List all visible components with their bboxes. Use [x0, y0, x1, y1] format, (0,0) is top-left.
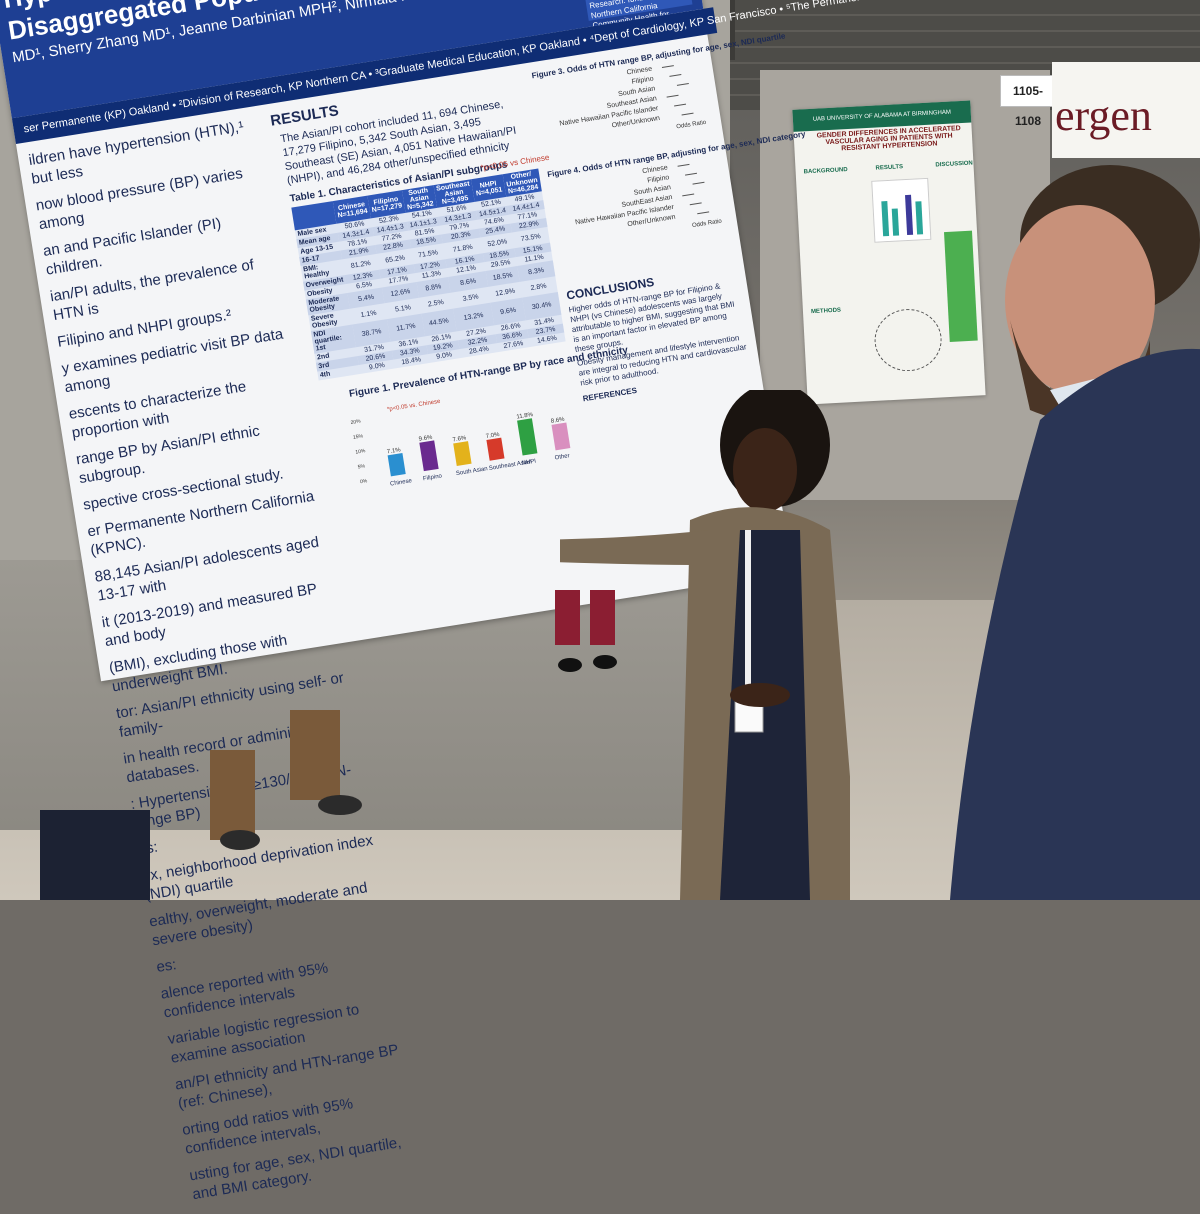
- bar-value-label: 9.6%: [418, 435, 433, 443]
- bar: [551, 422, 571, 451]
- y-tick-label: 5%: [357, 463, 366, 470]
- forest-plot-label: Chinese: [641, 164, 669, 176]
- y-tick-label: 10%: [355, 448, 366, 456]
- odds-ratio-axis-label: Odds Ratio: [676, 119, 707, 131]
- category-label: Other: [554, 453, 570, 461]
- bar-value-label: 8.6%: [551, 417, 566, 425]
- poster2-section: BACKGROUND: [803, 167, 848, 176]
- characteristics-table: Chinese N=11,694 Filipino N=17,279 South A…: [291, 168, 566, 381]
- forest-plot-ci: [676, 82, 689, 86]
- forest-plot-ci: [669, 74, 682, 77]
- forest-plot-ci: [697, 211, 710, 215]
- category-label: Filipino: [423, 473, 443, 482]
- figure1-bar-chart: *p<0.05 vs. Chinese 20% 15% 10% 5% 0% 7.1% Ch…: [350, 399, 571, 488]
- forest-plot-label: Filipino: [646, 174, 670, 185]
- banner-text: ergen: [1055, 91, 1152, 140]
- booth-number-sign: 1105-1108: [1000, 75, 1056, 128]
- category-label: South Asian: [456, 466, 489, 477]
- forest-plot-ci: [682, 193, 695, 197]
- bar: [517, 418, 538, 456]
- bar: [387, 453, 406, 477]
- poster2-diagram: [873, 307, 944, 373]
- poster2-chart: [871, 177, 932, 243]
- forest-plot-ci: [689, 202, 702, 206]
- background-visitor-legs: [555, 590, 617, 672]
- odds-ratio-axis-label: Odds Ratio: [691, 218, 723, 230]
- poster2-section: RESULTS: [875, 164, 904, 172]
- banner: [1052, 62, 1200, 158]
- visitor-man: [950, 165, 1200, 900]
- research-poster: Hypertensive Blood Pressure and Associat…: [0, 0, 946, 1203]
- y-tick-label: 0%: [360, 478, 369, 485]
- forest-plot-ci: [666, 94, 679, 98]
- y-tick-label: 15%: [353, 433, 364, 441]
- bar-value-label: 7.6%: [452, 435, 467, 443]
- figure1-note: *p<0.05 vs. Chinese: [387, 399, 442, 413]
- bar: [486, 437, 505, 461]
- forest-plot-ci: [677, 163, 690, 167]
- category-label: NHPI: [521, 458, 536, 466]
- presenter: [560, 390, 850, 900]
- forest-plot-ci: [692, 181, 705, 185]
- forest-plot-ci: [685, 172, 698, 176]
- poster2-section: METHODS: [810, 307, 842, 316]
- bar-value-label: 7.1%: [387, 447, 402, 455]
- forest-plot-ci: [681, 112, 694, 116]
- forest-plot-ci: [661, 65, 674, 68]
- bar-value-label: 7.0%: [485, 432, 500, 440]
- bar: [453, 441, 472, 466]
- bar: [419, 440, 439, 472]
- forest-plot-label: Chinese: [626, 65, 653, 77]
- bar-value-label: 11.8%: [516, 412, 534, 421]
- category-label: Chinese: [390, 478, 413, 487]
- y-tick-label: 20%: [350, 418, 361, 426]
- forest-plot-label: Filipino: [631, 75, 655, 86]
- visitor-legs: [210, 710, 362, 850]
- visitor-legs-dark: [40, 810, 150, 900]
- forest-plot-ci: [674, 103, 687, 107]
